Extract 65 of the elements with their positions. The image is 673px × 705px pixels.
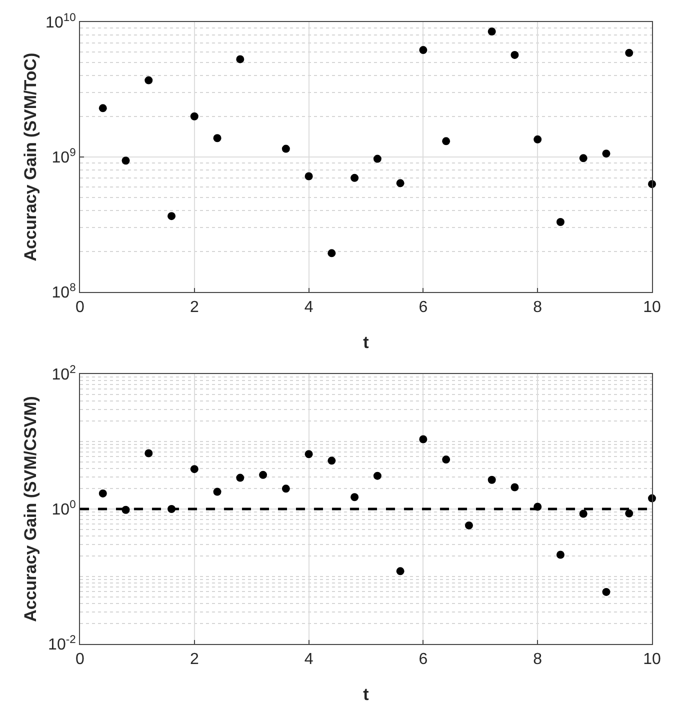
- x-tick-label: 8: [533, 651, 542, 668]
- point: [556, 218, 564, 226]
- y-tick-label: 10$^{2}$: [52, 364, 76, 384]
- y-tick-label: 10$^{9}$: [52, 146, 76, 167]
- point: [122, 156, 130, 165]
- point: [442, 137, 450, 146]
- x-axis-title: t: [363, 333, 370, 352]
- x-tick-label: 0: [76, 299, 85, 316]
- x-tick-label: 8: [533, 299, 542, 316]
- point: [602, 588, 610, 596]
- point: [625, 48, 634, 57]
- y-tick-label: 10$^{10}$: [46, 12, 76, 32]
- y-axis-title: Accuracy Gain (SVM/ToC): [21, 52, 40, 262]
- point: [488, 476, 496, 484]
- point: [98, 104, 107, 112]
- x-tick-label: 6: [418, 651, 428, 668]
- x-tick-label: 10: [643, 299, 661, 316]
- point: [579, 154, 588, 162]
- y-tick-label: 10$^{-2}$: [48, 634, 76, 654]
- point: [373, 154, 382, 163]
- x-tick-label: 2: [190, 651, 199, 668]
- point: [464, 521, 473, 530]
- x-tick-label: 10: [643, 651, 661, 668]
- point: [419, 435, 428, 444]
- point: [396, 567, 404, 576]
- point: [190, 112, 198, 120]
- point: [144, 449, 153, 458]
- point: [328, 456, 336, 465]
- point: [282, 484, 290, 493]
- point: [534, 135, 542, 144]
- x-tick-label: 4: [304, 299, 314, 316]
- point: [259, 470, 268, 479]
- y-tick-label: 10$^{0}$: [52, 498, 76, 519]
- point: [419, 46, 428, 54]
- x-tick-label: 6: [418, 299, 428, 316]
- point: [144, 76, 153, 84]
- point: [190, 465, 198, 474]
- point: [168, 212, 176, 220]
- point: [442, 456, 450, 464]
- x-tick-label: 2: [190, 299, 199, 316]
- point: [579, 510, 588, 518]
- point: [602, 150, 610, 158]
- x-axis-title: t: [363, 685, 370, 704]
- point: [373, 472, 382, 480]
- point: [213, 488, 222, 496]
- point: [236, 55, 244, 64]
- point: [236, 474, 244, 482]
- y-tick-label: 10$^{8}$: [52, 282, 76, 302]
- point: [328, 249, 336, 258]
- point: [510, 483, 519, 492]
- point: [350, 493, 359, 502]
- point: [488, 28, 496, 36]
- point: [625, 509, 634, 518]
- point: [98, 489, 107, 498]
- y-axis-title: Accuracy Gain (SVM/CSVM): [21, 396, 40, 622]
- point: [350, 174, 359, 182]
- point: [556, 550, 564, 559]
- x-tick-label: 4: [304, 651, 314, 668]
- point: [510, 50, 519, 59]
- point: [213, 134, 222, 142]
- point: [282, 144, 290, 153]
- point: [304, 450, 313, 458]
- point: [304, 172, 313, 180]
- point: [396, 179, 404, 188]
- x-tick-label: 0: [76, 651, 85, 668]
